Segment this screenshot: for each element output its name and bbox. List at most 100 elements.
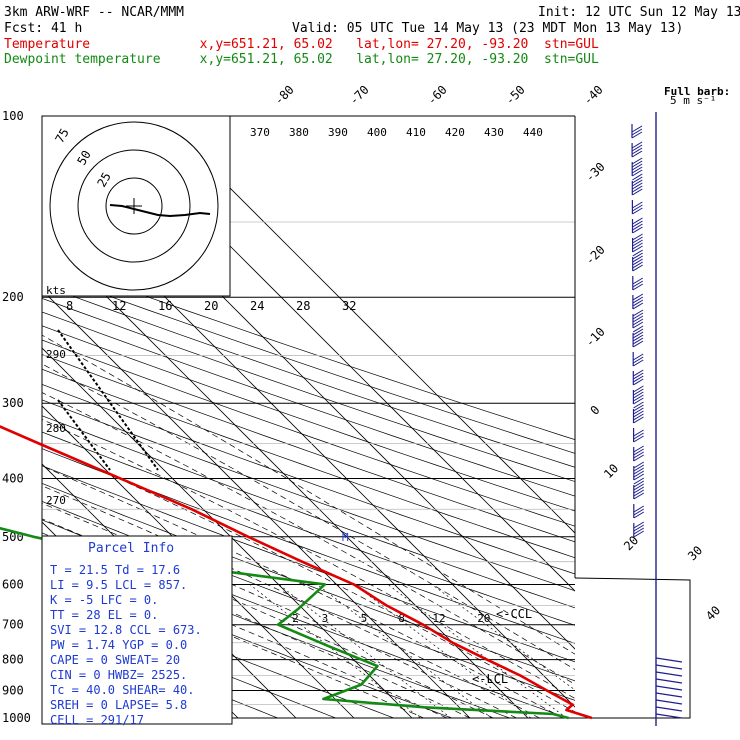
isotherm-label: 40 <box>703 603 723 623</box>
wind-barb-flag <box>632 340 644 348</box>
mixing-ratio-label: 8 <box>398 612 405 625</box>
wind-barb-flag <box>631 147 643 155</box>
wind-barb-flag <box>633 461 645 469</box>
hodograph-ring-label: 32 <box>342 299 356 313</box>
mixing-ratio-label: 20 <box>477 612 490 625</box>
pressure-tick-label: 400 <box>2 471 24 485</box>
parcel-info-frame <box>41 535 233 725</box>
mixing-ratio-label: 2 <box>292 612 299 625</box>
wind-barb-flag <box>632 258 643 266</box>
parcel-info-row: TT = 28 EL = 0. <box>50 608 158 622</box>
wind-barb-flag <box>632 188 643 196</box>
wind-barb-flag <box>633 401 644 409</box>
parcel-info-title: Parcel Info <box>88 541 174 556</box>
hodograph-ring <box>105 177 163 235</box>
hodograph-ring-label: 24 <box>250 299 264 313</box>
wind-barb-flag <box>633 530 645 538</box>
isotherm-label: -10 <box>583 325 608 350</box>
pressure-tick-label: 1000 <box>2 711 31 725</box>
parcel-info-row: SREH = 0 LAPSE= 5.8 <box>50 698 187 712</box>
mixing-ratio-line <box>387 584 567 718</box>
wind-barb-flag <box>632 280 644 288</box>
wind-barb-flag <box>632 309 644 317</box>
theta-label: 370 <box>250 126 270 139</box>
wind-barb-flag <box>632 277 644 285</box>
wind-barb-flag <box>632 176 643 184</box>
profiles <box>0 425 593 720</box>
wind-barb-flag <box>633 388 644 396</box>
wind-barb-flag <box>633 524 645 532</box>
wind-barb-flag <box>633 508 645 516</box>
parcel-info-row: LI = 9.5 LCL = 857. <box>50 578 187 592</box>
wind-barb-flag <box>632 302 644 310</box>
wind-barb-flag <box>631 166 643 174</box>
wind-barb-flag <box>633 435 644 443</box>
wind-barb-flag <box>632 337 644 345</box>
hodograph-leader <box>57 329 159 471</box>
theta-left-label: 280 <box>46 422 66 435</box>
wind-barb-flag <box>632 321 644 329</box>
wind-barb-flag <box>632 328 644 336</box>
theta-left-label: 290 <box>46 348 66 361</box>
wind-barb-flag <box>633 429 644 437</box>
hodograph-circle-label: 75 <box>52 126 71 146</box>
wind-barb-flag <box>633 505 645 513</box>
right-frame-lower <box>42 577 691 719</box>
wind-barb-flag <box>633 451 644 459</box>
dewpoint-legend: Dewpoint temperature x,y=651.21, 65.02 l… <box>4 52 599 67</box>
hodograph-ring-label: 12 <box>112 299 126 313</box>
wind-barb-flag <box>633 477 645 485</box>
wind-barb-flag <box>633 454 644 462</box>
wind-barb-low <box>655 671 683 677</box>
pressure-tick-label: 700 <box>2 618 24 632</box>
parcel-info-row: Tc = 40.0 SHEAR= 40. <box>50 683 195 697</box>
pressure-tick-label: 100 <box>2 109 24 123</box>
wind-barb-flag <box>632 318 644 326</box>
wind-barb-flag <box>633 448 644 456</box>
forecast-hour: Fcst: 41 h <box>4 21 82 36</box>
hodograph-trace <box>109 204 211 218</box>
isotherm-line <box>42 347 413 718</box>
theta-label: 410 <box>406 126 426 139</box>
parcel-info-row: CAPE = 0 SWEAT= 20 <box>50 653 180 667</box>
isotherm-label: -20 <box>583 243 608 268</box>
wind-barb-flag <box>633 445 644 453</box>
wind-barb-flag <box>633 527 645 535</box>
mixing-ratio-label: 3 <box>322 612 329 625</box>
wind-barb-flag <box>633 407 644 415</box>
isotherm-label: -30 <box>583 160 608 185</box>
wind-barb-low <box>655 657 683 663</box>
wind-barb-flag <box>632 331 644 339</box>
theta-label: 440 <box>523 126 543 139</box>
wind-barb-flag <box>633 394 644 402</box>
wind-barb-flag <box>633 483 645 491</box>
wind-barb-flag <box>632 334 644 342</box>
wind-barb-low <box>655 692 683 698</box>
parcel-info-row: K = -5 LFC = 0. <box>50 593 158 607</box>
pressure-tick-label: 900 <box>2 683 24 697</box>
wind-barb-low <box>655 678 683 684</box>
ccl-annotation: <-CCL <box>496 607 532 621</box>
isotherm-line <box>157 116 575 534</box>
wind-barb-flag <box>632 217 643 225</box>
wind-barb-flag <box>633 413 644 421</box>
wind-barb-flag <box>633 486 645 494</box>
wind-barb-low <box>655 699 683 705</box>
wind-barb-low <box>655 685 683 691</box>
parcel-info-row: SVI = 12.8 CCL = 673. <box>50 623 202 637</box>
hodograph-circle-label: 25 <box>94 170 113 190</box>
wind-barb-flag <box>632 220 643 228</box>
wind-barb-flag <box>632 264 643 272</box>
wind-barb-flag <box>633 378 644 386</box>
wind-barb-low <box>655 664 683 670</box>
hodograph-ring-label: 16 <box>158 299 172 313</box>
wind-barb-flag <box>633 489 645 497</box>
wind-barb-flag <box>632 293 644 301</box>
wind-barb-flag <box>633 473 645 481</box>
wind-barb-low <box>655 713 683 719</box>
parcel-info-box: Parcel Info T = 21.5 Td = 17.6LI = 9.5 LC… <box>41 535 233 727</box>
wind-barb-flag <box>632 201 643 209</box>
wind-barb-flag <box>633 410 644 418</box>
wind-barb-flag <box>631 141 643 149</box>
